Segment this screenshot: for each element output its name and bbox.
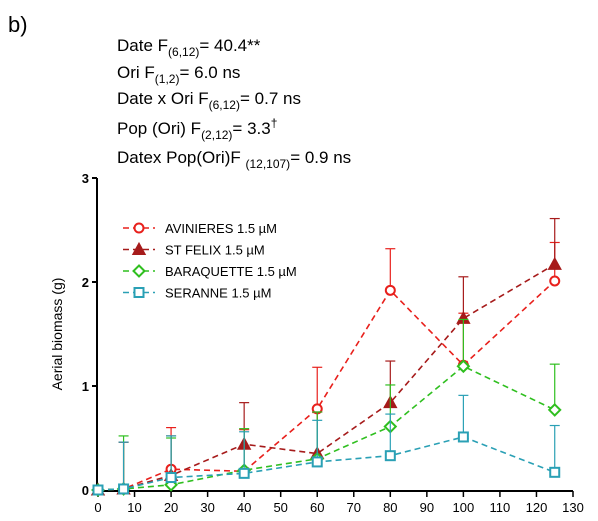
superscript: † xyxy=(271,116,278,130)
y-tick-label: 1 xyxy=(82,379,89,394)
x-tick-label: 40 xyxy=(237,500,251,515)
annotation: Datex Pop(Ori)F (12,107)= 0.9 ns xyxy=(117,148,351,171)
legend-marker xyxy=(133,287,145,298)
error-bar xyxy=(458,394,469,437)
annotation: Pop (Ori) F(2,12)= 3.3† xyxy=(117,116,277,142)
legend-marker xyxy=(133,222,145,234)
y-tick-label: 0 xyxy=(82,483,89,498)
subscript: (2,12) xyxy=(201,128,232,142)
legend-label: BARAQUETTE 1.5 µM xyxy=(165,264,297,279)
y-tick-label: 2 xyxy=(82,275,89,290)
x-tick-label: 130 xyxy=(562,500,584,515)
annotation-text: = 40.4** xyxy=(199,36,260,55)
x-tick-label: 20 xyxy=(164,500,178,515)
data-point xyxy=(457,431,469,443)
error-bar xyxy=(312,366,323,409)
x-tick-label: 0 xyxy=(94,500,101,515)
error-bar xyxy=(385,248,396,291)
data-point xyxy=(547,403,562,417)
data-point xyxy=(165,472,177,484)
legend-label: ST FELIX 1.5 µM xyxy=(165,243,265,258)
subscript: (12,107) xyxy=(245,157,290,171)
data-point xyxy=(92,484,104,496)
annotation-text: Date F xyxy=(117,36,168,55)
data-point xyxy=(456,359,471,374)
data-point xyxy=(238,467,250,479)
error-bar xyxy=(549,217,560,265)
data-point xyxy=(311,456,323,468)
error-bar xyxy=(239,431,250,474)
annotation-text: = 0.7 ns xyxy=(240,89,301,108)
series-line xyxy=(97,436,556,491)
error-bar xyxy=(385,413,396,456)
annotation: Date F(6,12)= 40.4** xyxy=(117,36,261,59)
x-tick-label: 110 xyxy=(490,500,511,515)
series-line xyxy=(97,365,556,491)
annotation-text: Datex Pop(Ori)F xyxy=(117,148,245,167)
x-tick-label: 10 xyxy=(127,500,141,515)
data-point xyxy=(549,466,561,478)
x-tick-label: 30 xyxy=(200,500,214,515)
annotation: Date x Ori F(6,12)= 0.7 ns xyxy=(117,89,301,112)
error-bar xyxy=(458,318,469,367)
annotation-text: Date x Ori F xyxy=(117,89,209,108)
x-tick-label: 50 xyxy=(273,500,287,515)
subscript: (6,12) xyxy=(209,98,240,112)
legend-label: AVINIERES 1.5 µM xyxy=(165,221,277,236)
data-point xyxy=(547,256,562,270)
x-tick-label: 60 xyxy=(310,500,324,515)
annotation-text: = 3.3 xyxy=(232,119,270,138)
annotation-text: Ori F xyxy=(117,63,155,82)
error-bar xyxy=(166,435,177,478)
legend-marker xyxy=(132,264,146,278)
data-point xyxy=(549,275,561,287)
data-point xyxy=(384,284,396,296)
annotation: Ori F(1,2)= 6.0 ns xyxy=(117,63,240,86)
x-tick-label: 120 xyxy=(526,500,548,515)
panel-label: b) xyxy=(8,12,28,37)
annotation-text: Pop (Ori) F xyxy=(117,119,201,138)
subscript: (1,2) xyxy=(155,72,180,86)
series-line xyxy=(97,280,556,491)
annotation-text: = 0.9 ns xyxy=(290,148,351,167)
legend-marker xyxy=(131,241,147,255)
annotation-text: = 6.0 ns xyxy=(179,63,240,82)
x-tick-label: 70 xyxy=(347,500,361,515)
error-bar xyxy=(312,419,323,462)
data-point xyxy=(118,483,130,495)
subscript: (6,12) xyxy=(168,45,199,59)
y-tick-label: 3 xyxy=(82,171,89,186)
x-tick-label: 100 xyxy=(453,500,475,515)
x-tick-label: 80 xyxy=(383,500,397,515)
legend-label: SERANNE 1.5 µM xyxy=(165,286,271,301)
error-bar xyxy=(118,441,129,489)
error-bar xyxy=(549,363,560,410)
y-axis-label: Aerial biomass (g) xyxy=(49,278,65,391)
x-tick-label: 90 xyxy=(420,500,434,515)
data-point xyxy=(384,450,396,462)
error-bar xyxy=(549,424,560,473)
